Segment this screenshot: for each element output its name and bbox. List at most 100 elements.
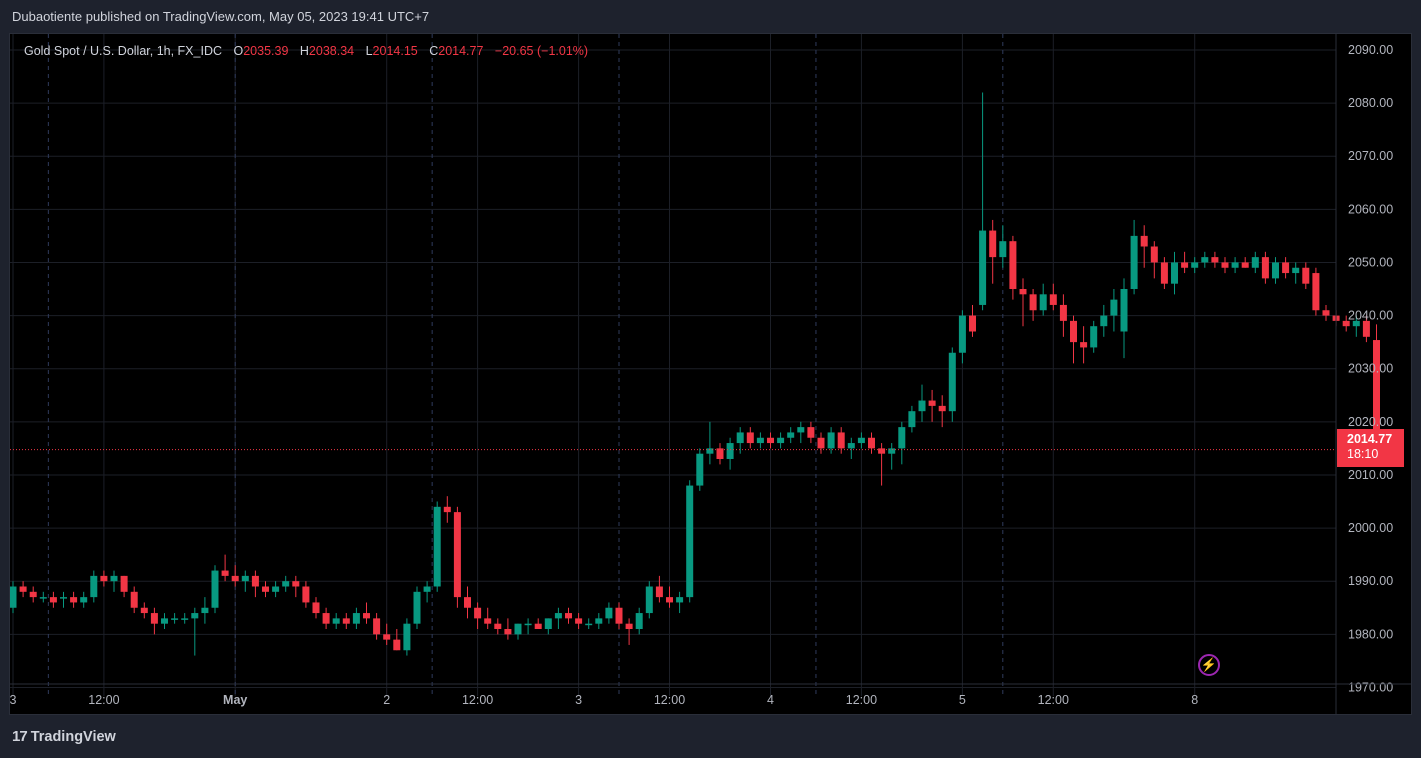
candle [908,405,916,433]
x-tick-label: 4 [767,693,774,707]
y-tick-label: 2030.00 [1348,362,1393,376]
x-tick-label: 12:00 [88,693,119,707]
candle [575,613,583,629]
candle-body [272,586,280,592]
candle-body [383,634,391,640]
candle-body [1292,267,1300,274]
candle-body [211,570,219,608]
y-tick-label: 1970.00 [1348,680,1393,694]
candle-body [433,506,441,587]
candle-body [413,591,421,624]
lightning-bolt-icon[interactable]: ⚡ [1198,654,1220,676]
tradingview-logo[interactable]: 17 TradingView [12,728,116,745]
candle-body [363,613,370,619]
candle [1160,257,1168,289]
candle [777,432,785,449]
candle [534,618,542,629]
candle-body [969,315,976,332]
candle-body [10,586,17,608]
candle [1181,251,1189,274]
candle [474,602,482,629]
y-tick-label: 1980.00 [1348,627,1393,641]
chart-panel[interactable]: 2090.00 2080.00 2070.00 2060.00 2050.00 2040.… [9,33,1412,715]
candle [221,554,229,582]
candle [1140,225,1148,268]
candle-body [736,432,744,444]
candle-body [958,315,966,353]
candle [383,623,391,645]
y-tick-label: 1990.00 [1348,574,1393,588]
candle-body [403,623,411,651]
candle-body [1080,342,1088,348]
candle [1211,251,1219,268]
candle-body [938,405,946,412]
candle-body [1019,289,1027,295]
candle [363,602,370,624]
candle-body [282,581,290,587]
candle [332,613,340,629]
candle [100,570,108,587]
candle-body [1231,262,1239,268]
candle [282,575,290,592]
candle-body [140,607,148,614]
candle [1019,278,1027,327]
y-tick-label: 2010.00 [1348,468,1393,482]
candle-body [716,448,724,459]
candle-body [575,618,583,624]
y-tick-label: 2070.00 [1348,149,1393,163]
candle [130,586,138,614]
candle-body [676,597,684,603]
x-tick-label: 5 [959,693,966,707]
candle [625,618,633,645]
candle-body [1261,257,1269,279]
tradingview-logo-icon: 17 [12,728,28,745]
y-tick-label: 2040.00 [1348,309,1393,323]
candle [918,384,926,422]
candle [171,613,179,624]
candle-body [161,618,168,624]
candle-body [1160,262,1168,284]
candle-body [635,613,643,629]
candle-body [1171,262,1178,284]
candle-body [352,613,360,624]
candle-body [777,437,785,444]
candle [39,591,47,603]
candle [979,92,987,311]
candle [1039,283,1047,316]
candle-body [534,623,542,629]
candle-body [868,437,875,449]
candle [1241,257,1249,268]
candle-body [1211,257,1219,263]
x-tick-label: 2 [383,693,390,707]
high-label: H [299,44,309,58]
candle-body [110,575,118,582]
candle [1302,262,1310,289]
candle [1342,315,1350,332]
candle-body [696,453,704,486]
candle [847,437,855,459]
candle-body [655,586,663,598]
price-chart[interactable]: 2090.00 2080.00 2070.00 2060.00 2050.00 2040.… [10,34,1411,714]
candle [1080,326,1088,364]
candle-body [1029,294,1037,311]
candle [1110,289,1118,332]
candle-body [423,586,431,592]
candle-body [615,607,623,624]
candle-body [241,575,249,582]
candle [585,618,593,629]
candle [807,421,815,444]
candle-body [1009,241,1017,289]
candle [969,304,976,337]
candle-body [625,623,633,629]
candle-body [191,613,199,619]
candle [393,629,401,651]
candle-body [1322,310,1330,316]
published-line: Dubaotiente published on TradingView.com… [12,9,430,24]
candle-body [898,427,906,449]
candle-body [181,618,189,620]
candle-body [1150,246,1158,263]
candle-body [585,623,593,626]
candle-body [918,400,926,412]
candle [827,427,835,454]
candle-body [928,400,936,406]
